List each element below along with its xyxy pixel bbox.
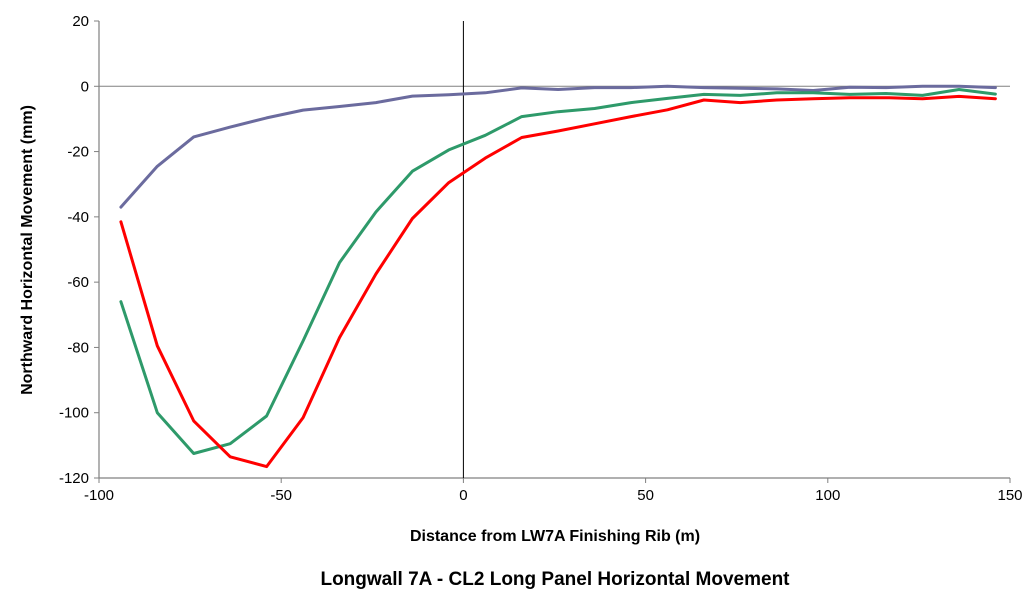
y-tick-label: -40 [67,209,89,226]
y-tick-label: -20 [67,144,89,161]
y-tick-label: 20 [72,13,89,30]
x-tick-label: 150 [997,487,1022,504]
x-axis-title: Distance from LW7A Finishing Rib (m) [410,528,700,545]
chart-title: Longwall 7A - CL2 Long Panel Horizontal … [320,569,790,590]
x-tick-label: -50 [270,487,292,504]
series-line-2 [121,90,996,454]
x-tick-label: 100 [815,487,840,504]
y-axis-title: Northward Horizontal Movement (mm) [19,105,36,395]
y-tick-label: -100 [59,405,89,422]
y-tick-label: -80 [67,339,89,356]
plot-area [99,21,1010,478]
x-tick-label: -100 [84,487,114,504]
series-line-3 [121,96,996,466]
x-tick-label: 0 [459,487,467,504]
y-tick-label: 0 [81,78,89,95]
series-line-1 [121,86,996,207]
y-tick-label: -60 [67,274,89,291]
y-tick-label: -120 [59,470,89,487]
x-tick-label: 50 [637,487,654,504]
